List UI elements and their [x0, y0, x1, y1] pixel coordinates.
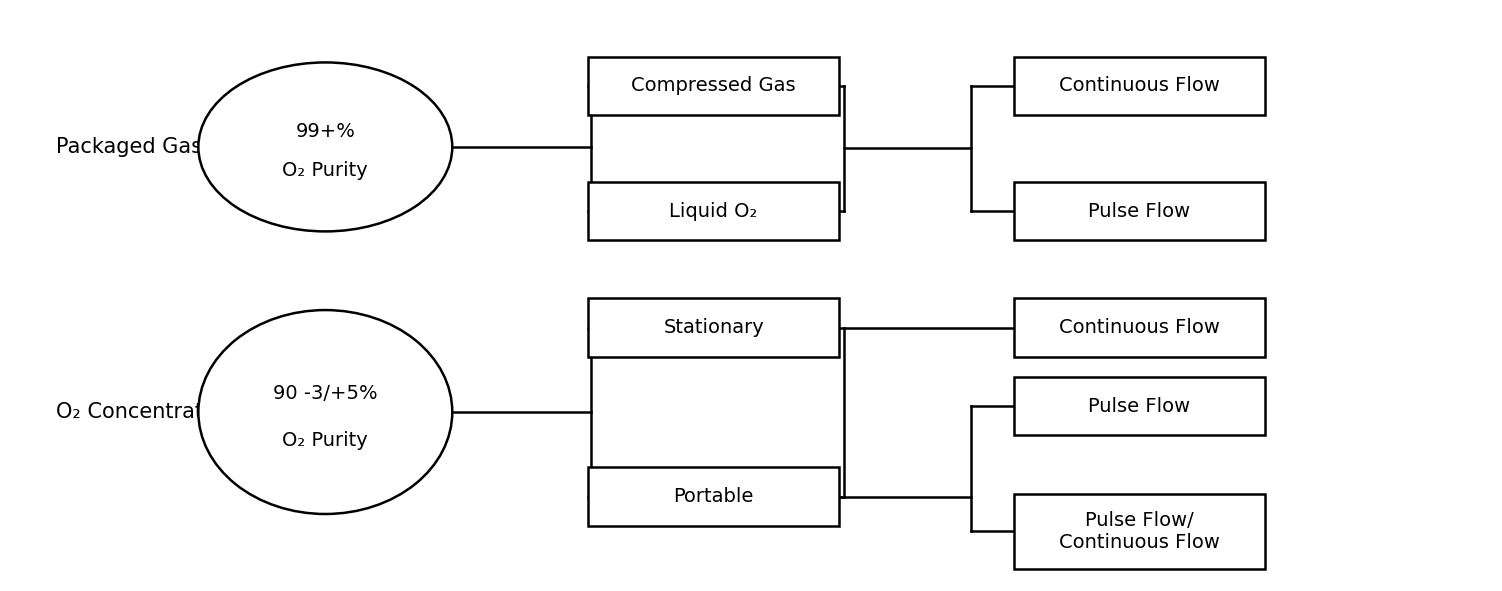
Ellipse shape: [198, 63, 452, 232]
Text: Pulse Flow/
Continuous Flow: Pulse Flow/ Continuous Flow: [1059, 511, 1220, 553]
FancyBboxPatch shape: [589, 182, 840, 240]
Text: O₂ Purity: O₂ Purity: [282, 431, 368, 450]
FancyBboxPatch shape: [1014, 377, 1265, 436]
FancyBboxPatch shape: [1014, 298, 1265, 357]
FancyBboxPatch shape: [589, 467, 840, 525]
Text: 90 -3/+5%: 90 -3/+5%: [273, 384, 377, 403]
Text: Continuous Flow: Continuous Flow: [1059, 76, 1220, 95]
Text: O₂ Concentrator: O₂ Concentrator: [57, 402, 225, 422]
Text: O₂ Purity: O₂ Purity: [282, 161, 368, 180]
Text: Pulse Flow: Pulse Flow: [1089, 202, 1191, 220]
FancyBboxPatch shape: [589, 298, 840, 357]
Text: Stationary: Stationary: [664, 318, 765, 337]
Ellipse shape: [198, 310, 452, 514]
FancyBboxPatch shape: [1014, 57, 1265, 115]
Text: Compressed Gas: Compressed Gas: [631, 76, 796, 95]
FancyBboxPatch shape: [1014, 182, 1265, 240]
Text: Continuous Flow: Continuous Flow: [1059, 318, 1220, 337]
FancyBboxPatch shape: [1014, 493, 1265, 569]
FancyBboxPatch shape: [589, 57, 840, 115]
Text: Pulse Flow: Pulse Flow: [1089, 397, 1191, 415]
Text: Packaged Gas: Packaged Gas: [57, 137, 203, 157]
Text: Liquid O₂: Liquid O₂: [670, 202, 759, 220]
Text: 99+%: 99+%: [296, 122, 356, 141]
Text: Portable: Portable: [673, 487, 754, 506]
